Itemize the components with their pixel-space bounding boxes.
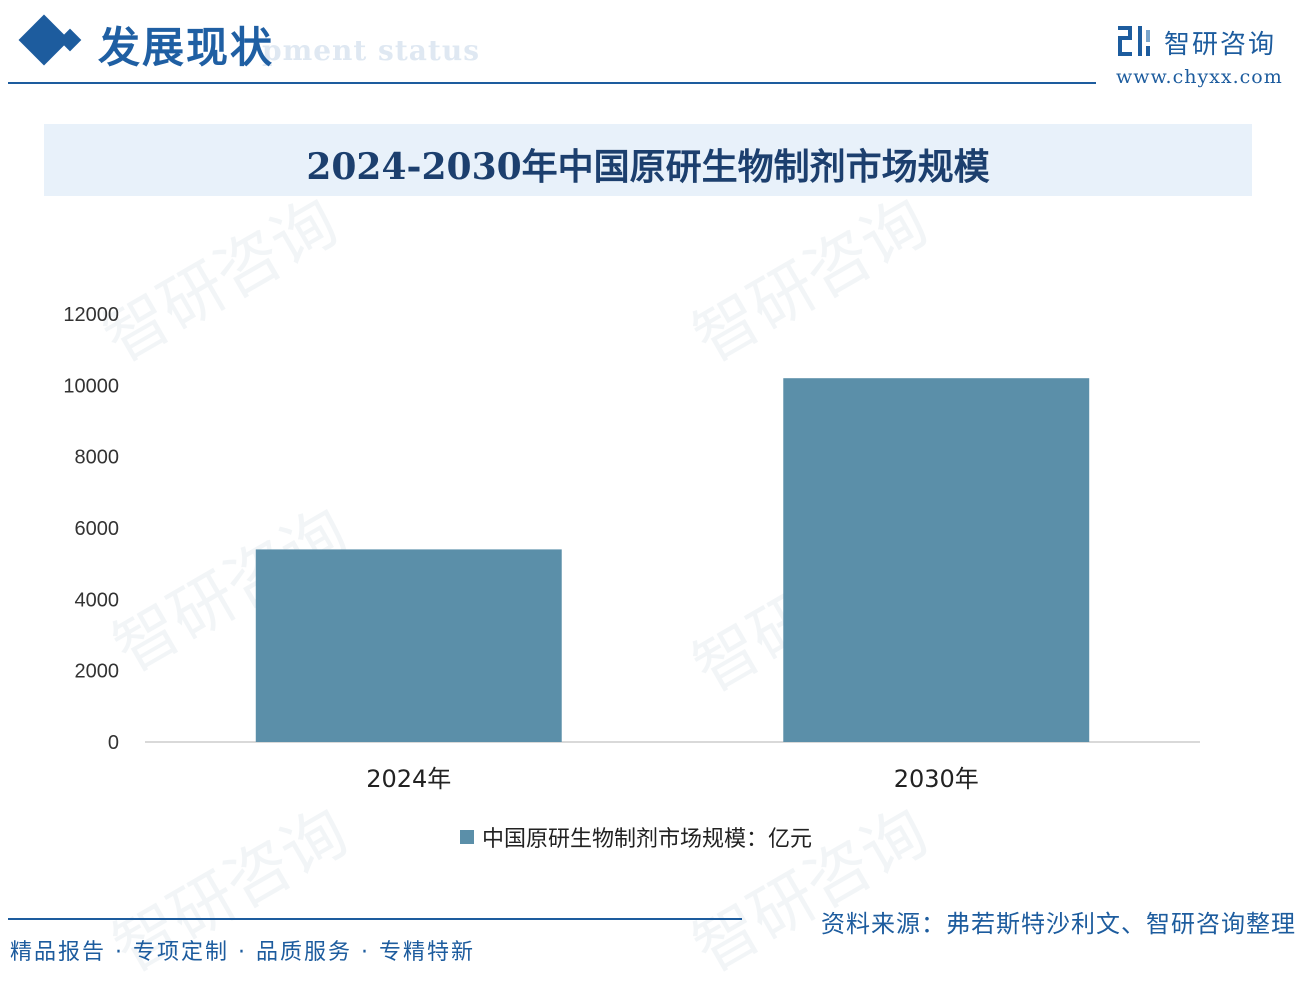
brand-url: www.chyxx.com xyxy=(1116,66,1283,88)
brand-name: 智研咨询 xyxy=(1164,30,1277,60)
bar xyxy=(783,378,1090,742)
chart-title-banner: 2024-2030年中国原研生物制剂市场规模 xyxy=(44,124,1252,196)
x-tick-label: 2024年 xyxy=(366,765,451,793)
footer-tags: 精品报告 · 专项定制 · 品质服务 · 专精特新 xyxy=(10,940,475,965)
source-note: 资料来源：弗若斯特沙利文、智研咨询整理 xyxy=(821,910,1296,938)
y-tick-label: 6000 xyxy=(75,518,120,540)
section-subtitle: pment status xyxy=(262,34,480,67)
y-tick-label: 2000 xyxy=(75,661,120,683)
section-title: 发展现状 xyxy=(98,23,275,72)
header: pment status 发展现状 智研咨询 www.chyxx.com xyxy=(0,0,1312,100)
y-tick-label: 0 xyxy=(108,732,119,754)
legend: 中国原研生物制剂市场规模：亿元 xyxy=(460,822,812,852)
header-divider xyxy=(8,82,1096,84)
bar xyxy=(255,549,562,742)
legend-label: 中国原研生物制剂市场规模：亿元 xyxy=(482,827,813,852)
y-tick-label: 10000 xyxy=(63,375,119,397)
y-tick-label: 4000 xyxy=(75,589,120,611)
y-tick-label: 8000 xyxy=(75,447,120,469)
brand-logo-icon xyxy=(1118,26,1150,56)
legend-swatch xyxy=(460,830,474,844)
x-tick-label: 2030年 xyxy=(894,765,979,793)
footer-divider xyxy=(8,918,742,920)
chart-title: 2024-2030年中国原研生物制剂市场规模 xyxy=(306,146,990,188)
y-tick-label: 12000 xyxy=(63,304,119,326)
